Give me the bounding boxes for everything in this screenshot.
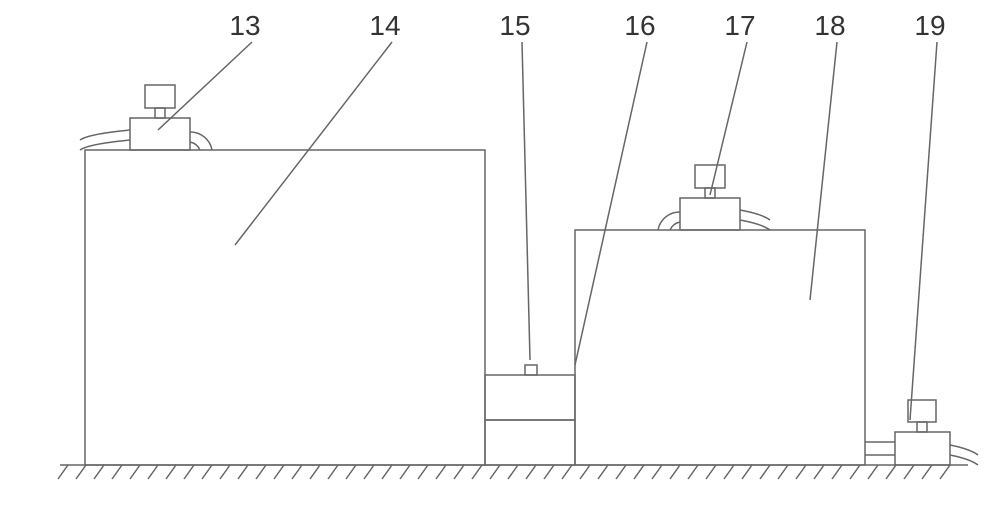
left-motor-stem bbox=[155, 108, 165, 118]
ground-hatch bbox=[562, 465, 572, 479]
ground-hatch bbox=[814, 465, 824, 479]
ground-hatch bbox=[706, 465, 716, 479]
ground-hatch bbox=[760, 465, 770, 479]
label-15: 15 bbox=[499, 10, 530, 41]
bottom-motor-cap bbox=[908, 400, 936, 422]
right-motor-outlet bbox=[740, 210, 770, 220]
left-motor-outlet-arc bbox=[190, 142, 200, 150]
ground-hatch bbox=[238, 465, 248, 479]
ground-hatch bbox=[598, 465, 608, 479]
bottom-motor-outlet-2 bbox=[950, 455, 978, 465]
technical-diagram: 13 14 15 16 17 18 19 bbox=[0, 0, 1000, 511]
ground-hatch bbox=[652, 465, 662, 479]
ground-hatch bbox=[112, 465, 122, 479]
label-18: 18 bbox=[814, 10, 845, 41]
ground-hatch bbox=[436, 465, 446, 479]
right-motor-base bbox=[680, 198, 740, 230]
bottom-motor-base bbox=[895, 432, 950, 465]
bottom-motor-outlet bbox=[950, 445, 978, 455]
ground-hatch bbox=[688, 465, 698, 479]
middle-box-upper bbox=[485, 375, 575, 420]
ground-hatch bbox=[382, 465, 392, 479]
ground-hatch bbox=[256, 465, 266, 479]
ground-hatch bbox=[130, 465, 140, 479]
ground-hatch bbox=[526, 465, 536, 479]
ground-hatch bbox=[616, 465, 626, 479]
left-motor-base bbox=[130, 118, 190, 150]
ground-hatch bbox=[850, 465, 860, 479]
leader-line-13 bbox=[158, 42, 252, 130]
big-tank bbox=[85, 150, 485, 465]
middle-box-lower bbox=[485, 420, 575, 465]
ground-hatch bbox=[796, 465, 806, 479]
ground-hatch bbox=[58, 465, 68, 479]
ground-hatch bbox=[346, 465, 356, 479]
ground-hatch bbox=[508, 465, 518, 479]
leader-line-17 bbox=[710, 42, 747, 195]
ground-hatch bbox=[454, 465, 464, 479]
ground-hatch bbox=[886, 465, 896, 479]
ground-hatch bbox=[922, 465, 932, 479]
middle-box-knob bbox=[525, 365, 537, 375]
left-motor-inlet-2 bbox=[80, 140, 130, 150]
right-motor-cap bbox=[695, 165, 725, 188]
right-motor-inlet-arc bbox=[670, 222, 680, 230]
ground-hatch bbox=[76, 465, 86, 479]
ground-hatch bbox=[400, 465, 410, 479]
right-motor-inlet-arc-2 bbox=[658, 212, 680, 230]
ground-hatch bbox=[418, 465, 428, 479]
leader-line-15 bbox=[522, 42, 530, 360]
leader-line-16 bbox=[575, 42, 647, 365]
ground-hatch bbox=[742, 465, 752, 479]
ground-hatch bbox=[490, 465, 500, 479]
ground-hatch bbox=[724, 465, 734, 479]
ground-hatch bbox=[670, 465, 680, 479]
leader-line-19 bbox=[910, 42, 937, 420]
ground-hatch bbox=[166, 465, 176, 479]
bottom-motor-stem bbox=[917, 422, 927, 432]
ground-hatch bbox=[868, 465, 878, 479]
leader-line-18 bbox=[810, 42, 837, 300]
ground-hatch bbox=[274, 465, 284, 479]
left-motor-inlet bbox=[80, 130, 130, 140]
left-motor-cap bbox=[145, 85, 175, 108]
ground-hatch bbox=[940, 465, 950, 479]
ground-hatch bbox=[310, 465, 320, 479]
ground-hatch bbox=[202, 465, 212, 479]
ground-hatch bbox=[634, 465, 644, 479]
ground-hatch bbox=[292, 465, 302, 479]
left-motor-outlet-arc-2 bbox=[190, 132, 212, 150]
small-tank bbox=[575, 230, 865, 465]
label-13: 13 bbox=[229, 10, 260, 41]
ground-hatch bbox=[472, 465, 482, 479]
ground-hatch bbox=[544, 465, 554, 479]
ground-hatch bbox=[364, 465, 374, 479]
right-motor-outlet-2 bbox=[740, 220, 770, 230]
ground-hatch bbox=[904, 465, 914, 479]
ground-hatch bbox=[328, 465, 338, 479]
ground-hatch bbox=[832, 465, 842, 479]
ground-hatch bbox=[580, 465, 590, 479]
ground-hatch bbox=[148, 465, 158, 479]
ground-hatch bbox=[778, 465, 788, 479]
label-19: 19 bbox=[914, 10, 945, 41]
leader-line-14 bbox=[235, 42, 392, 245]
label-17: 17 bbox=[724, 10, 755, 41]
ground-hatch bbox=[184, 465, 194, 479]
ground-hatch bbox=[94, 465, 104, 479]
label-16: 16 bbox=[624, 10, 655, 41]
label-14: 14 bbox=[369, 10, 400, 41]
ground-hatch bbox=[220, 465, 230, 479]
